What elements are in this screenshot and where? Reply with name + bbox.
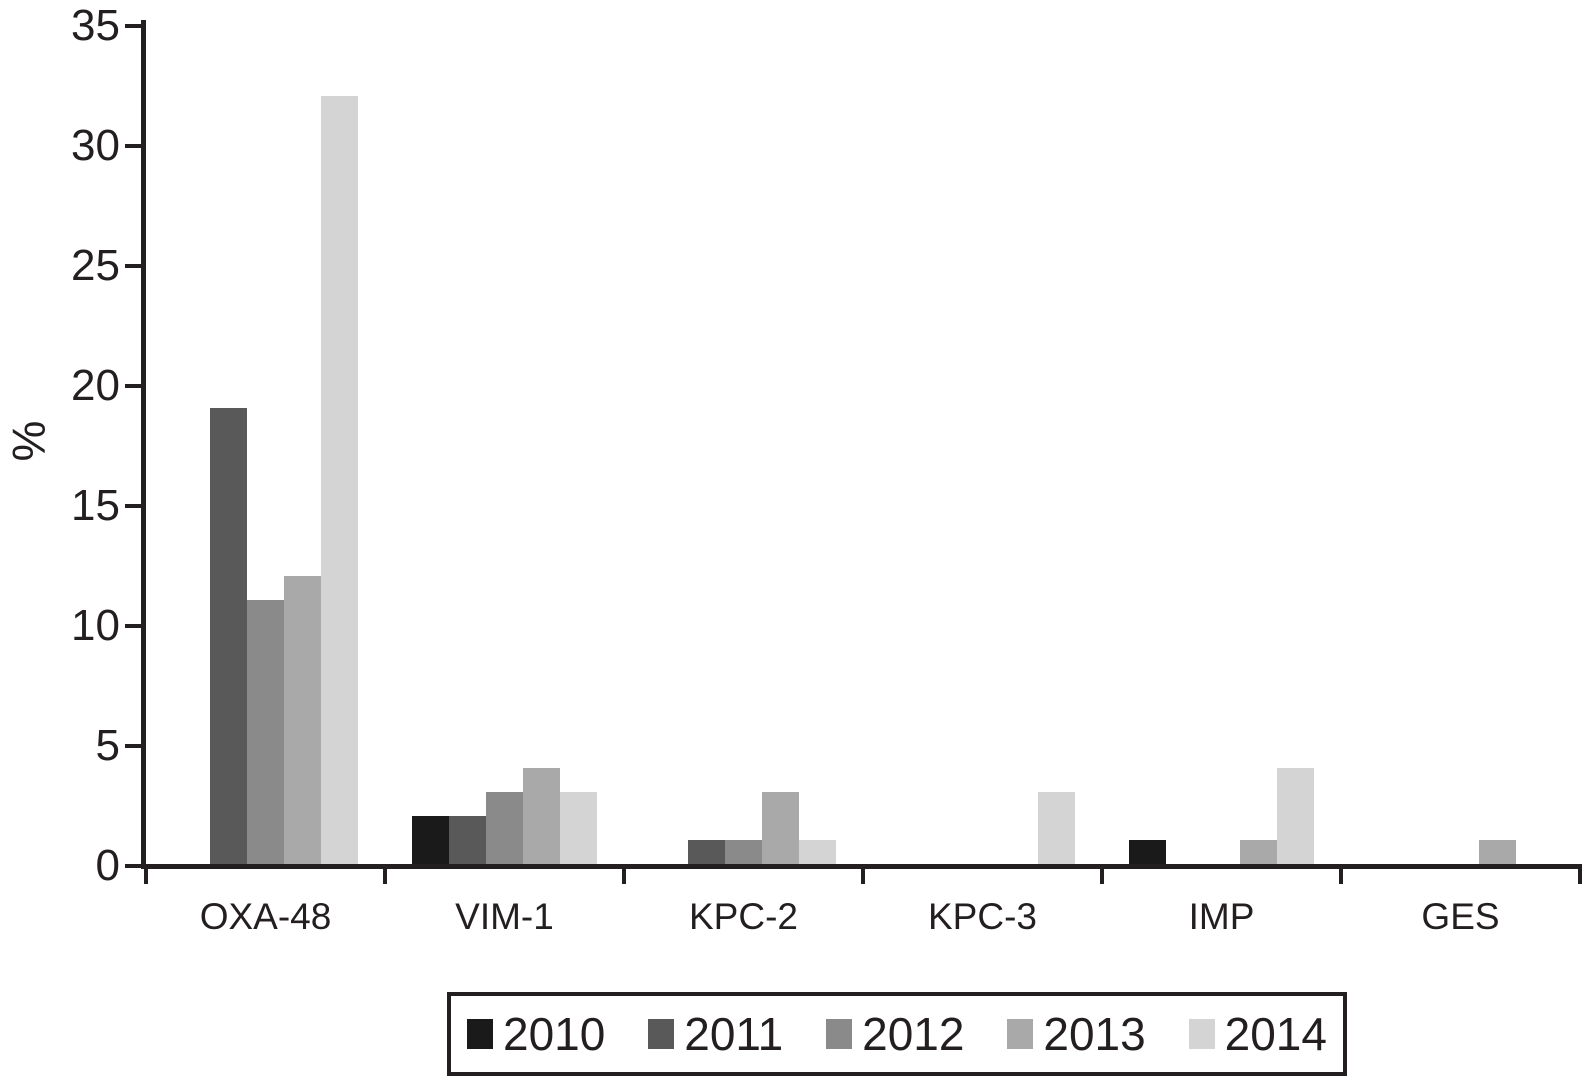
legend-swatch — [1188, 1019, 1215, 1049]
legend-label: 2014 — [1224, 1008, 1327, 1060]
y-axis-line — [141, 20, 146, 869]
x-category-label: VIM-1 — [455, 896, 554, 937]
y-tick — [125, 864, 141, 868]
x-tick — [144, 867, 148, 884]
legend-swatch — [1007, 1019, 1034, 1049]
bar-KPC-2-2011 — [688, 840, 725, 864]
y-tick — [125, 264, 141, 268]
bar-KPC-3-2014 — [1038, 792, 1075, 864]
legend-label: 2013 — [1043, 1008, 1146, 1060]
y-tick-label: 35 — [71, 1, 120, 50]
bar-OXA-48-2011 — [210, 408, 247, 864]
legend-item-2013: 2013 — [1007, 1008, 1146, 1060]
bar-VIM-1-2014 — [560, 792, 597, 864]
x-tick — [1339, 867, 1343, 884]
x-category-label: GES — [1421, 896, 1500, 937]
x-category-label: IMP — [1188, 896, 1255, 937]
bar-KPC-2-2013 — [762, 792, 799, 864]
x-tick — [861, 867, 865, 884]
bar-VIM-1-2013 — [523, 768, 560, 864]
legend-item-2010: 2010 — [467, 1011, 605, 1057]
legend-swatch — [826, 1019, 853, 1049]
x-category-label: OXA-48 — [199, 896, 332, 937]
bar-OXA-48-2014 — [321, 96, 358, 864]
y-tick-label: 15 — [71, 481, 120, 530]
bar-IMP-2014 — [1277, 768, 1314, 864]
y-tick — [125, 744, 141, 748]
x-tick — [383, 867, 387, 884]
legend: 2010 2011 2012 2013 2014 — [447, 992, 1347, 1076]
x-axis-line — [141, 864, 1582, 869]
bar-IMP-2013 — [1240, 840, 1277, 864]
bar-KPC-2-2014 — [799, 840, 836, 864]
bar-GES-2013 — [1479, 840, 1516, 864]
y-tick — [125, 504, 141, 508]
y-tick-label: 5 — [95, 721, 120, 770]
legend-item-2011: 2011 — [648, 1011, 783, 1057]
x-tick — [622, 867, 626, 884]
legend-swatch — [648, 1019, 675, 1049]
legend-label: 2010 — [503, 1008, 606, 1060]
bar-VIM-1-2012 — [486, 792, 523, 864]
x-category-label: KPC-3 — [928, 896, 1037, 937]
bar-VIM-1-2011 — [449, 816, 486, 864]
x-tick — [1100, 867, 1104, 884]
legend-swatch — [467, 1019, 493, 1049]
y-tick — [125, 384, 141, 388]
y-tick-label: 0 — [95, 841, 120, 890]
y-tick-label: 30 — [71, 121, 120, 170]
y-tick-label: 10 — [71, 601, 120, 650]
y-tick-label: 20 — [71, 361, 120, 410]
bar-KPC-2-2012 — [725, 840, 762, 864]
x-category-label: KPC-2 — [689, 896, 798, 937]
legend-label: 2012 — [862, 1008, 965, 1060]
y-tick — [125, 24, 141, 28]
y-tick-label: 25 — [71, 241, 120, 290]
bar-VIM-1-2010 — [412, 816, 449, 864]
bar-OXA-48-2012 — [247, 600, 284, 864]
bar-OXA-48-2013 — [284, 576, 321, 864]
legend-item-2012: 2012 — [826, 1011, 964, 1057]
y-tick — [125, 144, 141, 148]
x-tick — [1578, 867, 1582, 884]
bar-IMP-2010 — [1129, 840, 1166, 864]
legend-item-2014: 2014 — [1188, 1008, 1327, 1060]
legend-label: 2011 — [684, 1008, 784, 1060]
y-tick — [125, 624, 141, 628]
